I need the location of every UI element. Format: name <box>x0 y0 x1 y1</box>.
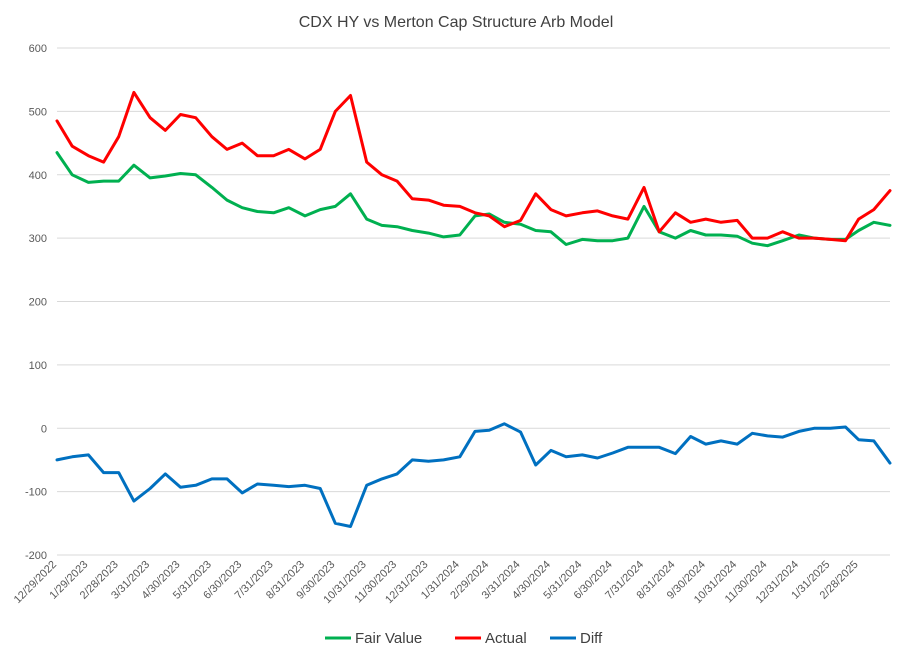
series-line-actual <box>55 90 892 243</box>
legend-label-actual: Actual <box>485 630 527 647</box>
y-tick-label: 0 <box>41 423 47 435</box>
legend-label-fair-value: Fair Value <box>355 630 422 647</box>
y-tick-label: -200 <box>25 550 47 562</box>
legend: Fair Value Actual Diff <box>325 630 603 647</box>
y-tick-label: -100 <box>25 487 47 499</box>
chart-title: CDX HY vs Merton Cap Structure Arb Model <box>299 14 614 31</box>
y-tick-label: 200 <box>29 297 47 309</box>
series-line-diff <box>55 422 892 528</box>
y-tick-label: 300 <box>29 233 47 245</box>
series-line-fair-value <box>55 151 892 248</box>
legend-label-diff: Diff <box>580 630 603 647</box>
series-lines <box>55 90 892 528</box>
y-tick-label: 400 <box>29 170 47 182</box>
y-axis-tick-labels: 600 500 400 300 200 100 0 -100 -200 <box>25 43 47 562</box>
y-tick-label: 600 <box>29 43 47 55</box>
y-tick-label: 100 <box>29 360 47 372</box>
y-tick-label: 500 <box>29 106 47 118</box>
